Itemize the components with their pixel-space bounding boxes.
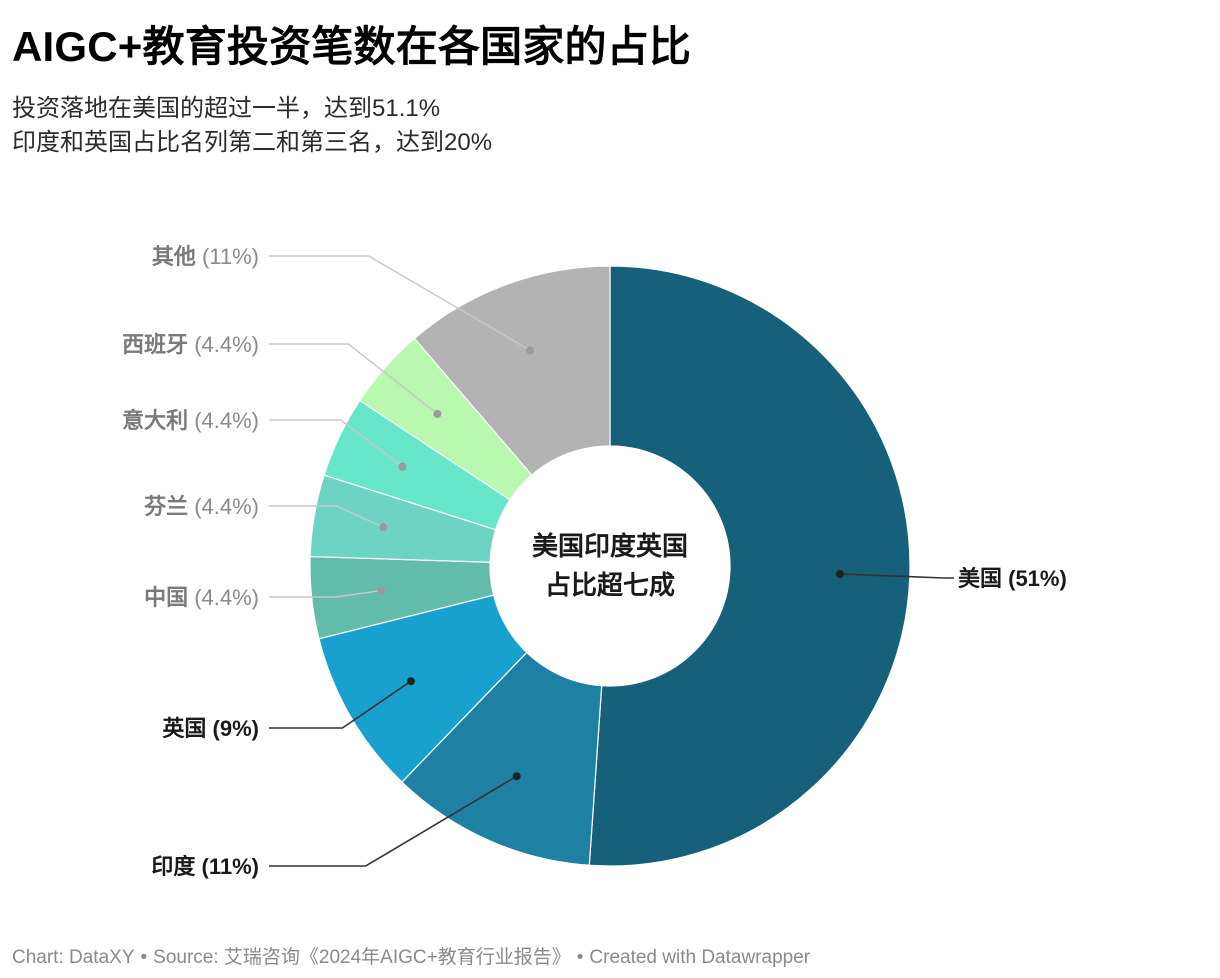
leader-line-1: [269, 775, 518, 867]
labels-layer: 美国 (51%)印度 (11%)英国 (9%)中国 (4.4%)芬兰 (4.4%…: [122, 244, 1067, 879]
subtitle-line-1: 投资落地在美国的超过一半，达到51.1%: [12, 95, 441, 122]
slice-label-3: 中国 (4.4%): [144, 585, 259, 610]
chart-title: AIGC+教育投资笔数在各国家的占比: [12, 23, 692, 70]
leader-dot-5: [398, 462, 407, 471]
center-label-line-1: 美国印度英国: [532, 531, 688, 561]
donut-hole: [491, 447, 729, 685]
slice-label-name: 西班牙: [122, 332, 194, 357]
slice-label-0: 美国 (51%): [958, 566, 1067, 591]
leader-line-4: [269, 505, 384, 528]
slice-label-6: 西班牙 (4.4%): [122, 332, 259, 357]
slice-label-name: 芬兰: [143, 494, 194, 519]
donut-slice-1[interactable]: [401, 651, 603, 866]
leader-dot-3: [377, 586, 386, 595]
leader-line-6: [269, 343, 438, 415]
donut-slice-7[interactable]: [413, 265, 611, 476]
slice-label-5: 意大利 (4.4%): [122, 408, 259, 433]
center-label: 美国印度英国 占比超七成: [491, 447, 729, 685]
leader-dot-7: [526, 346, 535, 355]
source-note: Source: 艾瑞咨询《2024年AIGC+教育行业报告》: [153, 947, 571, 968]
slice-label-2: 英国 (9%): [162, 716, 259, 741]
slice-label-name: 美国: [958, 566, 1008, 591]
leader-line-7: [269, 255, 531, 351]
leader-dot-2: [406, 677, 415, 686]
slice-label-percent: (9%): [213, 716, 259, 741]
footer-separator: •: [140, 947, 148, 968]
leader-line-2: [269, 680, 412, 729]
slice-label-1: 印度 (11%): [151, 854, 259, 879]
leader-dot-4: [379, 523, 388, 532]
center-label-line-2: 占比超七成: [545, 570, 675, 600]
leader-line-5: [269, 419, 403, 468]
leader-dot-6: [433, 409, 442, 418]
slice-label-name: 印度: [151, 854, 201, 879]
chart-subtitle: 投资落地在美国的超过一半，达到51.1% 印度和英国占比名列第二和第三名，达到2…: [12, 92, 492, 160]
slice-label-percent: (51%): [1008, 566, 1067, 591]
slice-label-name: 意大利: [122, 408, 194, 433]
footer-separator: •: [576, 947, 584, 968]
created-with-link[interactable]: Created with Datawrapper: [589, 947, 811, 968]
slice-label-7: 其他 (11%): [152, 244, 259, 269]
slice-label-percent: (4.4%): [194, 585, 259, 610]
slice-label-percent: (11%): [202, 854, 259, 879]
slice-label-percent: (11%): [202, 244, 259, 269]
chart-credit: Chart: DataXY: [12, 947, 135, 968]
leader-lines-layer: [269, 255, 954, 867]
leader-line-3: [269, 589, 382, 598]
leader-line-0: [839, 573, 954, 579]
slice-label-name: 其他: [152, 244, 202, 269]
slice-label-4: 芬兰 (4.4%): [143, 494, 259, 519]
subtitle-line-2: 印度和英国占比名列第二和第三名，达到20%: [12, 129, 493, 156]
donut-chart: 美国 (51%)印度 (11%)英国 (9%)中国 (4.4%)芬兰 (4.4%…: [122, 244, 1067, 879]
footer: Chart: DataXY • Source: 艾瑞咨询《2024年AIGC+教育行…: [12, 942, 810, 969]
slice-label-percent: (4.4%): [194, 332, 259, 357]
slice-label-percent: (4.4%): [194, 408, 259, 433]
donut-slice-0[interactable]: [588, 265, 911, 867]
slice-label-percent: (4.4%): [194, 494, 259, 519]
slice-label-name: 中国: [144, 585, 194, 610]
leader-dot-0: [835, 569, 844, 578]
slice-label-name: 英国: [162, 716, 212, 741]
leader-dot-1: [512, 772, 521, 781]
slices-layer: [309, 265, 911, 867]
